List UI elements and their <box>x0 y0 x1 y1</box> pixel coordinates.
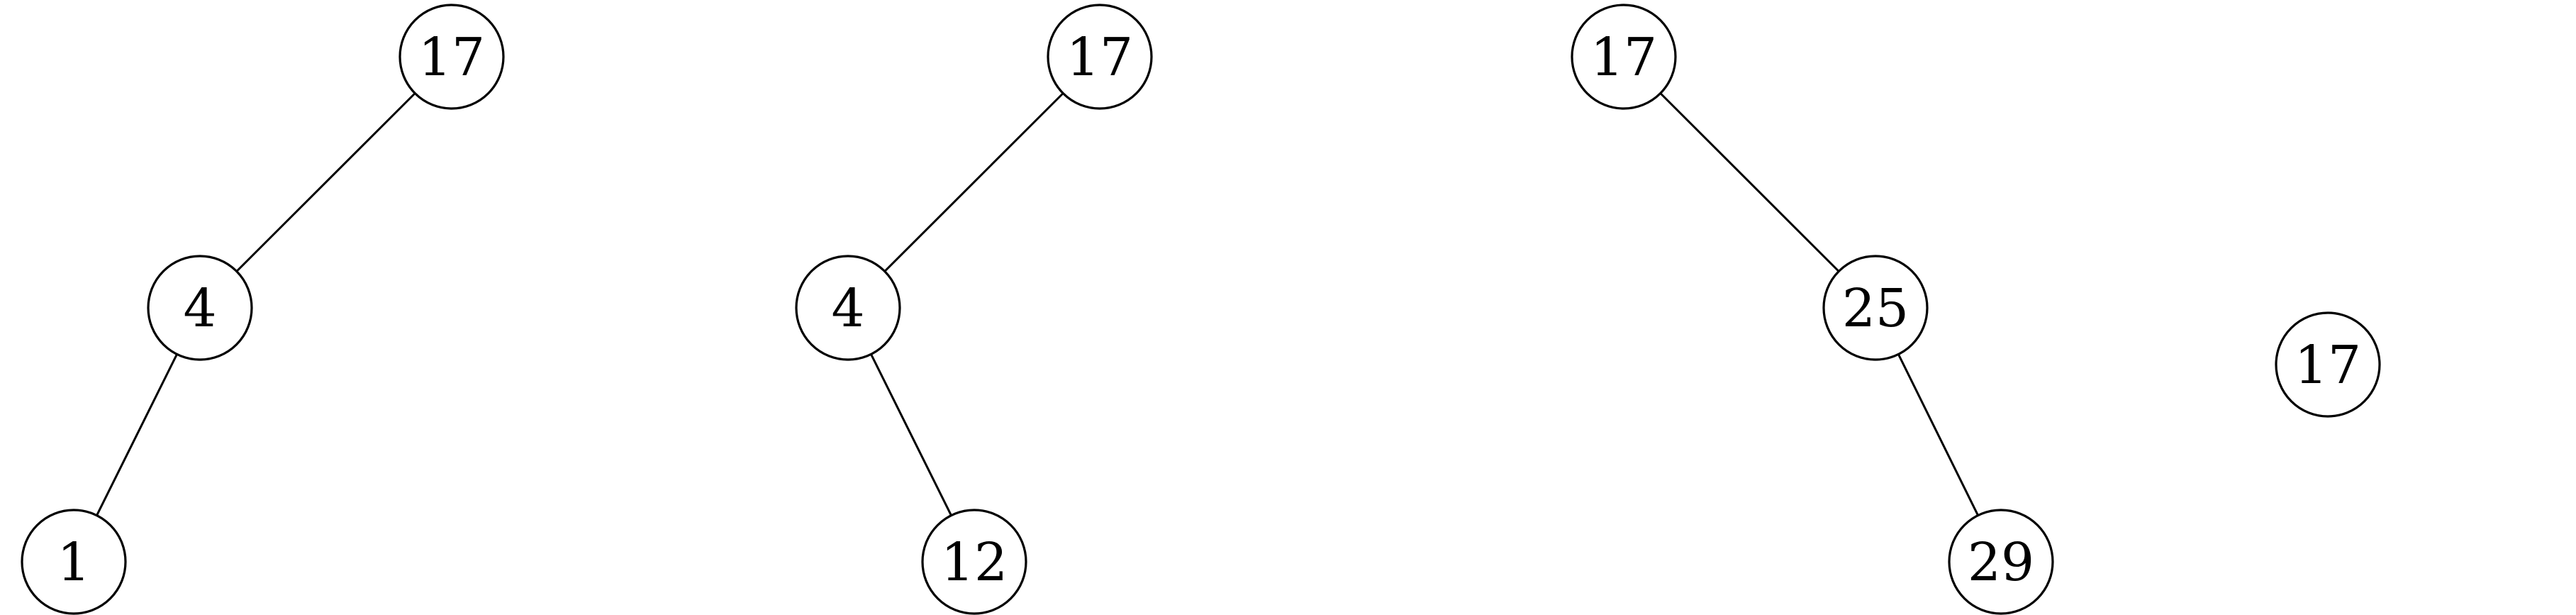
node-label: 17 <box>418 27 485 88</box>
node-circle <box>795 255 901 361</box>
node-label: 17 <box>1590 27 1657 88</box>
edge-t2-n17-to-t2-n4 <box>883 92 1064 272</box>
node-circle <box>1948 509 2054 615</box>
edge-t1-n17-to-t1-n4 <box>235 92 416 272</box>
node-label: 4 <box>831 278 864 339</box>
tree-node-t3-n17: 17 <box>1571 4 1677 110</box>
tree-node-t1-n4: 4 <box>147 255 253 361</box>
node-circle <box>2275 311 2381 418</box>
node-label: 4 <box>183 278 216 339</box>
node-label: 17 <box>2295 335 2361 396</box>
node-circle <box>147 255 253 361</box>
tree-node-t3-n25: 25 <box>1822 255 1929 361</box>
nodes-layer: 17 4 1 17 4 12 17 25 29 17 <box>21 4 2381 615</box>
tree-node-t2-n4: 4 <box>795 255 901 361</box>
tree-node-t1-n1: 1 <box>21 509 127 615</box>
node-label: 17 <box>1066 27 1133 88</box>
edges-layer <box>96 92 1979 516</box>
node-circle <box>21 509 127 615</box>
node-label: 29 <box>1968 532 2034 593</box>
edge-t3-n17-to-t3-n25 <box>1659 92 1840 272</box>
tree-node-t1-n17: 17 <box>398 4 505 110</box>
node-circle <box>1822 255 1929 361</box>
tree-node-t2-n12: 12 <box>921 509 1027 615</box>
edge-t1-n4-to-t1-n1 <box>96 353 178 516</box>
node-label: 25 <box>1842 278 1909 339</box>
node-circle <box>398 4 505 110</box>
tree-node-t4-n17: 17 <box>2275 311 2381 418</box>
node-label: 12 <box>941 532 1008 593</box>
node-circle <box>1047 4 1153 110</box>
tree-node-t3-n29: 29 <box>1948 509 2054 615</box>
tree-node-t2-n17: 17 <box>1047 4 1153 110</box>
node-circle <box>1571 4 1677 110</box>
node-label: 1 <box>57 532 90 593</box>
edge-t2-n4-to-t2-n12 <box>870 353 952 516</box>
node-circle <box>921 509 1027 615</box>
edge-t3-n25-to-t3-n29 <box>1897 353 1979 516</box>
